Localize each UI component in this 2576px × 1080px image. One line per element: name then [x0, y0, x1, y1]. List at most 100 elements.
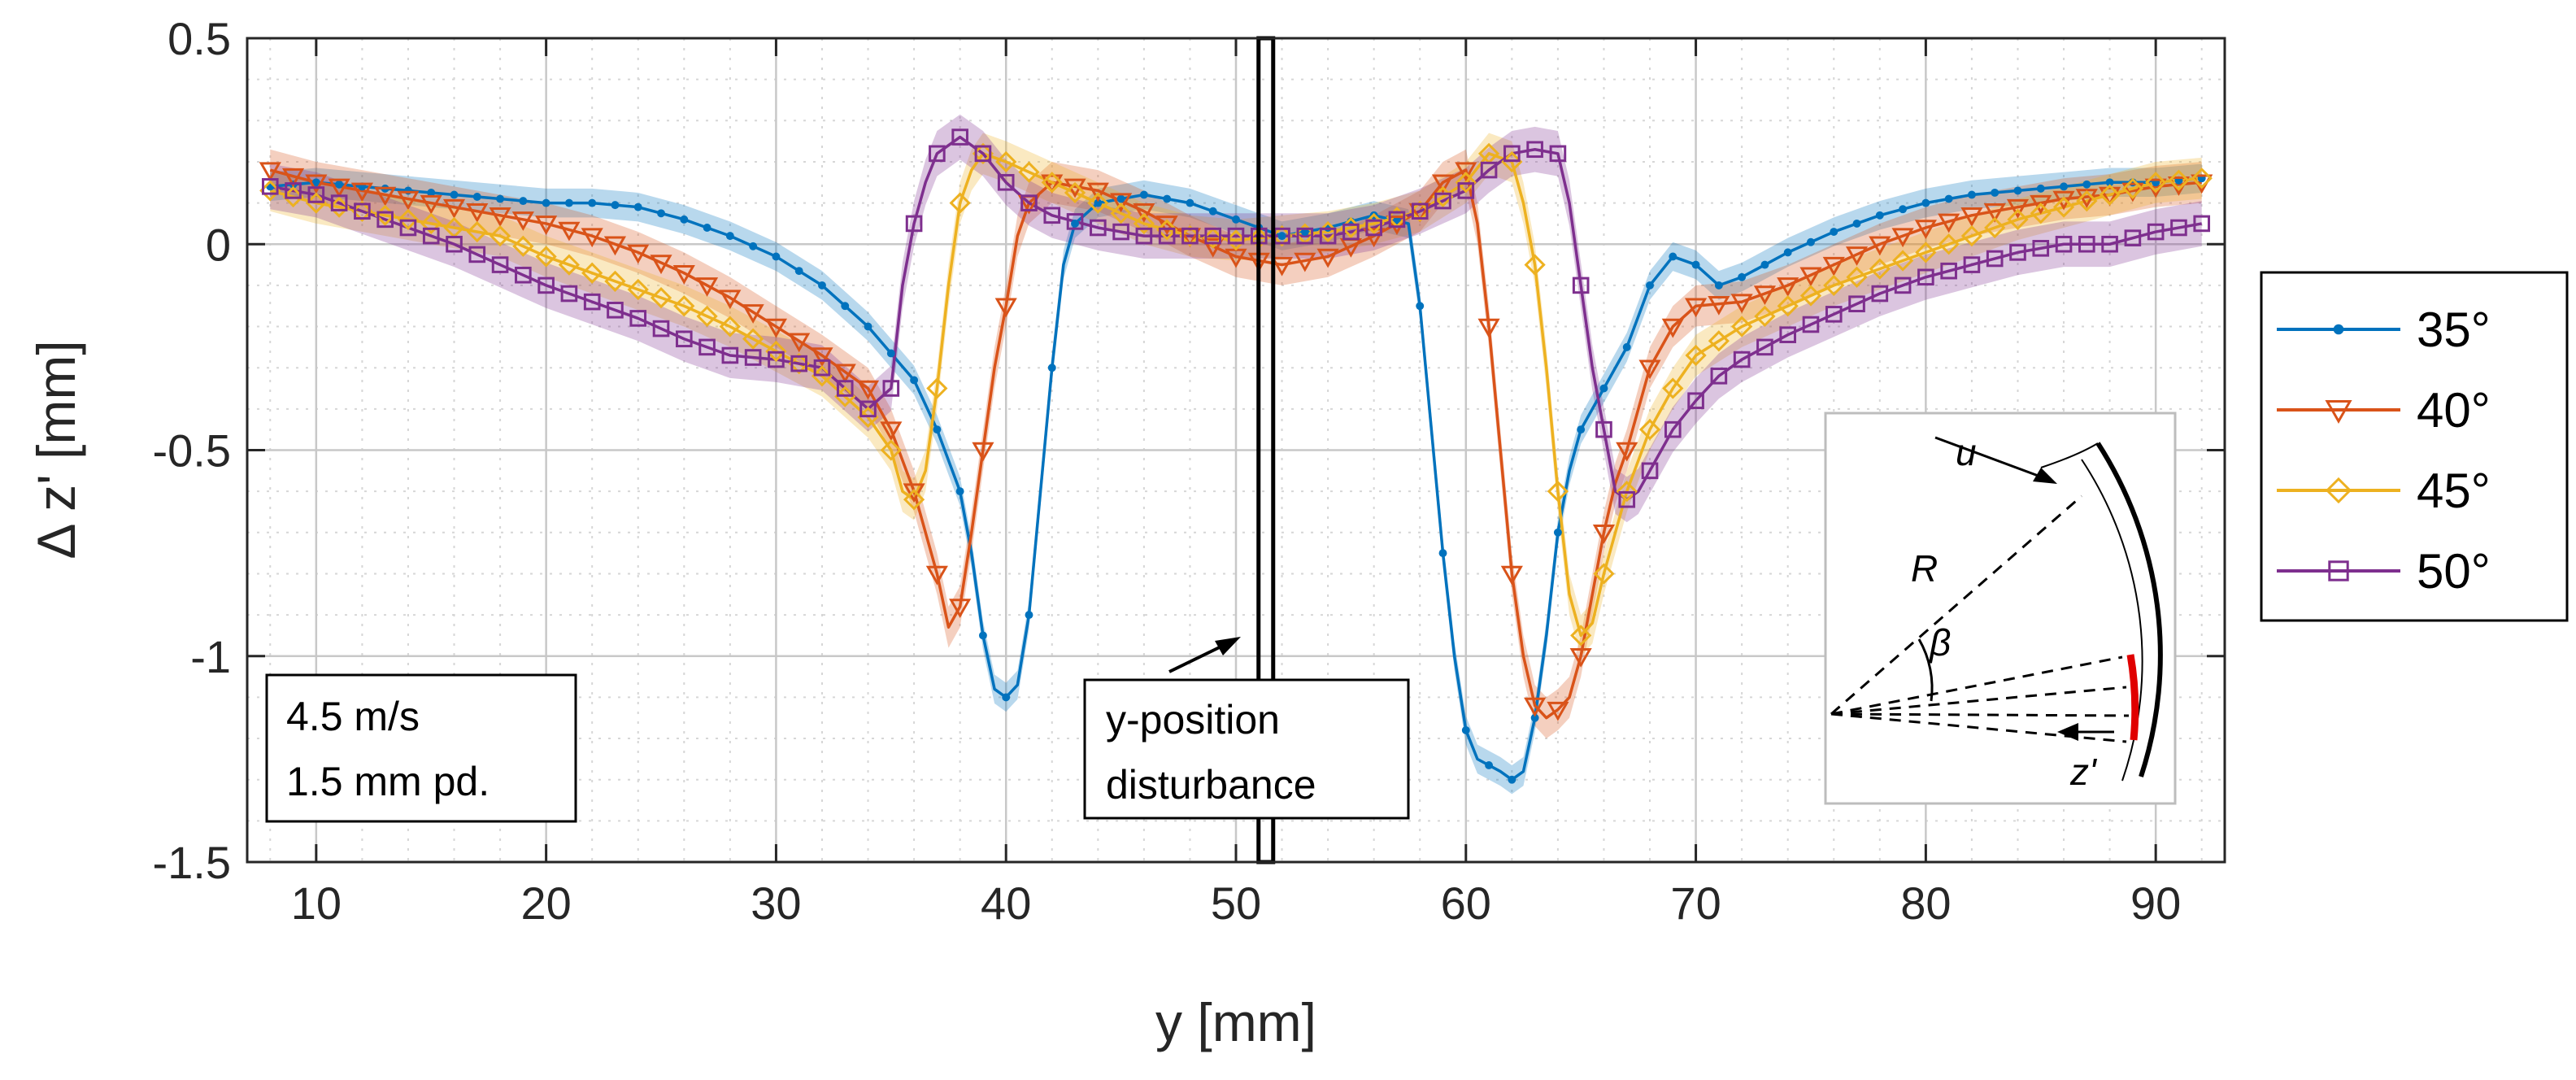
marker-series-3 [1434, 192, 1451, 210]
marker-series-1 [1616, 442, 1638, 462]
marker-series-3 [330, 194, 348, 211]
marker-series-1 [1431, 174, 1455, 194]
marker-series-0 [910, 376, 919, 385]
marker-series-3 [698, 338, 716, 356]
marker-series-2 [1041, 172, 1063, 194]
marker-series-2 [2076, 189, 2098, 212]
marker-series-0 [978, 631, 987, 640]
marker-series-1 [1753, 285, 1777, 306]
marker-series-0 [2036, 184, 2045, 193]
marker-series-1 [742, 304, 764, 324]
marker-series-3 [285, 182, 302, 199]
marker-series-3 [1112, 223, 1129, 241]
marker-series-1 [1500, 565, 1523, 586]
marker-series-0 [794, 267, 803, 276]
marker-series-2 [1984, 216, 2006, 239]
marker-series-2 [949, 192, 971, 214]
condition-box [265, 673, 577, 823]
marker-series-2 [627, 278, 649, 301]
marker-series-3 [1894, 277, 1912, 294]
marker-series-0 [542, 198, 550, 207]
marker-series-3 [859, 400, 877, 418]
marker-series-1 [328, 178, 350, 198]
marker-series-1 [1294, 252, 1316, 272]
marker-series-3 [929, 145, 946, 163]
marker-series-3 [676, 330, 693, 348]
marker-series-0 [1830, 228, 1838, 237]
inset-ray-4 [1830, 712, 2127, 743]
marker-series-1 [903, 483, 925, 503]
marker-series-3 [1664, 420, 1682, 438]
legend-marker-3 [2328, 560, 2349, 581]
marker-series-3 [1641, 462, 1659, 480]
marker-series-0 [1071, 219, 1079, 228]
marker-series-0 [1208, 207, 1217, 216]
y-tick-label: -0.5 [153, 425, 232, 477]
marker-series-0 [1714, 281, 1723, 290]
marker-series-3 [1181, 227, 1199, 245]
marker-series-2 [650, 286, 672, 309]
marker-series-1 [1822, 256, 1845, 277]
marker-series-3 [1940, 262, 1957, 280]
marker-series-0 [1002, 693, 1011, 702]
marker-series-3 [1158, 227, 1176, 245]
marker-series-3 [2032, 240, 2050, 257]
marker-series-3 [376, 211, 394, 229]
marker-series-0 [1139, 190, 1148, 199]
x-tick-label: 20 [520, 878, 571, 929]
marker-series-0 [311, 178, 320, 187]
marker-series-2 [466, 220, 488, 243]
marker-series-1 [994, 298, 1017, 318]
marker-series-3 [1388, 211, 1406, 229]
y-axis-title: Δ z' [mm] [26, 340, 86, 559]
marker-series-1 [603, 236, 627, 256]
marker-series-2 [535, 246, 557, 268]
marker-series-0 [1899, 205, 1908, 214]
inset-r-label: R [1911, 547, 1938, 590]
marker-series-3 [2147, 223, 2165, 241]
marker-series-0 [1760, 260, 1769, 269]
y-tick-label: 0.5 [168, 13, 231, 64]
marker-series-0 [404, 186, 412, 195]
marker-series-1 [1133, 202, 1155, 223]
marker-series-2 [1110, 202, 1132, 224]
marker-series-1 [1592, 525, 1616, 544]
marker-series-0 [633, 202, 642, 211]
marker-series-2 [1455, 172, 1477, 194]
marker-series-1 [925, 565, 948, 586]
marker-series-1 [1777, 277, 1799, 297]
marker-series-2 [719, 316, 741, 338]
marker-series-2 [1915, 242, 1937, 263]
marker-series-3 [997, 173, 1015, 191]
marker-series-2 [2030, 202, 2052, 224]
x-tick-label: 30 [751, 878, 801, 929]
x-tick-label: 50 [1211, 878, 1261, 929]
marker-series-3 [1090, 219, 1107, 237]
marker-series-3 [1802, 316, 1820, 333]
marker-series-1 [1547, 701, 1569, 721]
marker-series-2 [696, 305, 718, 328]
marker-series-3 [1549, 145, 1567, 163]
marker-series-3 [1526, 141, 1543, 159]
inset-z-label: z' [2069, 751, 2098, 793]
marker-series-1 [811, 347, 833, 368]
marker-series-0 [1669, 252, 1677, 261]
marker-series-0 [841, 302, 850, 311]
marker-series-3 [974, 145, 992, 163]
marker-series-1 [1110, 193, 1133, 213]
marker-series-0 [472, 193, 481, 201]
marker-series-0 [1485, 761, 1494, 769]
marker-series-2 [1570, 625, 1592, 647]
marker-series-3 [1342, 223, 1360, 241]
marker-series-1 [833, 364, 856, 384]
marker-series-1 [719, 290, 742, 310]
marker-series-3 [1204, 227, 1222, 245]
marker-series-0 [519, 197, 528, 206]
marker-series-3 [1135, 227, 1153, 245]
marker-series-0 [1094, 198, 1103, 207]
inset-u-arrow [1934, 436, 2050, 481]
marker-series-2 [2052, 196, 2075, 218]
marker-series-0 [1047, 364, 1056, 372]
marker-series-2 [1547, 481, 1569, 503]
marker-series-0 [1232, 215, 1240, 224]
